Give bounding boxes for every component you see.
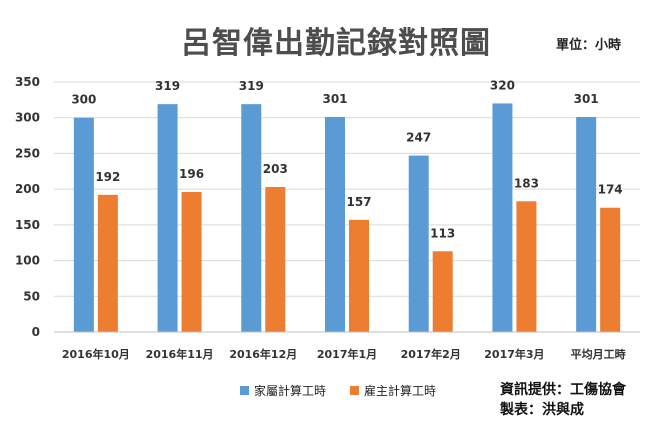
x-tick-label: 平均月工時 [571,347,626,361]
y-tick-label: 100 [15,254,40,268]
y-tick-label: 50 [23,289,40,303]
chart-title: 呂智偉出勤記錄對照圖 [181,26,491,61]
data-label: 247 [406,131,431,145]
bar [576,117,597,332]
data-label: 203 [263,162,288,176]
x-tick-label: 2016年12月 [229,347,297,361]
legend-item-employer: 雇主計算工時 [350,382,436,399]
data-label: 300 [71,93,96,107]
data-label: 113 [430,226,455,240]
legend-swatch-employer [350,386,360,395]
y-tick-label: 0 [32,325,40,339]
bar [408,155,429,332]
legend-item-family: 家屬計算工時 [240,382,326,399]
y-tick-label: 350 [15,75,40,89]
x-tick-label: 2016年10月 [62,347,130,361]
legend-label-employer: 雇主計算工時 [364,384,437,398]
data-label: 196 [179,167,204,181]
data-label: 157 [346,195,371,209]
bar [325,117,345,332]
credit-author: 製表：洪與成 [500,402,584,418]
unit-note: 單位：小時 [556,38,622,53]
data-label: 174 [598,183,623,197]
x-tick-label: 2017年1月 [317,347,377,361]
x-tick-label: 2017年2月 [401,347,461,361]
y-tick-label: 250 [15,146,40,160]
bar [241,104,262,333]
bar [181,192,202,332]
data-label: 319 [155,79,180,93]
credit-source: 資訊提供：工傷協會 [500,382,626,398]
bar [73,117,94,332]
data-label: 301 [322,92,347,106]
x-tick-label: 2016年11月 [146,347,214,361]
y-tick-label: 300 [15,111,40,125]
data-label: 301 [574,92,599,106]
legend-swatch-family [240,386,249,395]
bar [157,104,178,333]
data-label: 320 [490,78,515,92]
data-label: 183 [514,176,539,190]
y-tick-label: 150 [15,218,40,232]
bar [97,194,118,332]
bar [432,251,453,332]
bar [600,207,621,332]
credits: 資訊提供：工傷協會 製表：洪與成 [500,380,626,420]
x-tick-label: 2017年3月 [484,347,544,361]
y-tick-label: 200 [15,182,40,196]
legend: 家屬計算工時 雇主計算工時 [240,382,436,399]
bar [349,219,369,332]
legend-label-family: 家屬計算工時 [254,384,327,398]
data-label: 192 [95,170,120,184]
bar [265,187,286,332]
data-label: 319 [239,79,264,93]
bar [492,103,513,332]
bar [516,201,537,332]
